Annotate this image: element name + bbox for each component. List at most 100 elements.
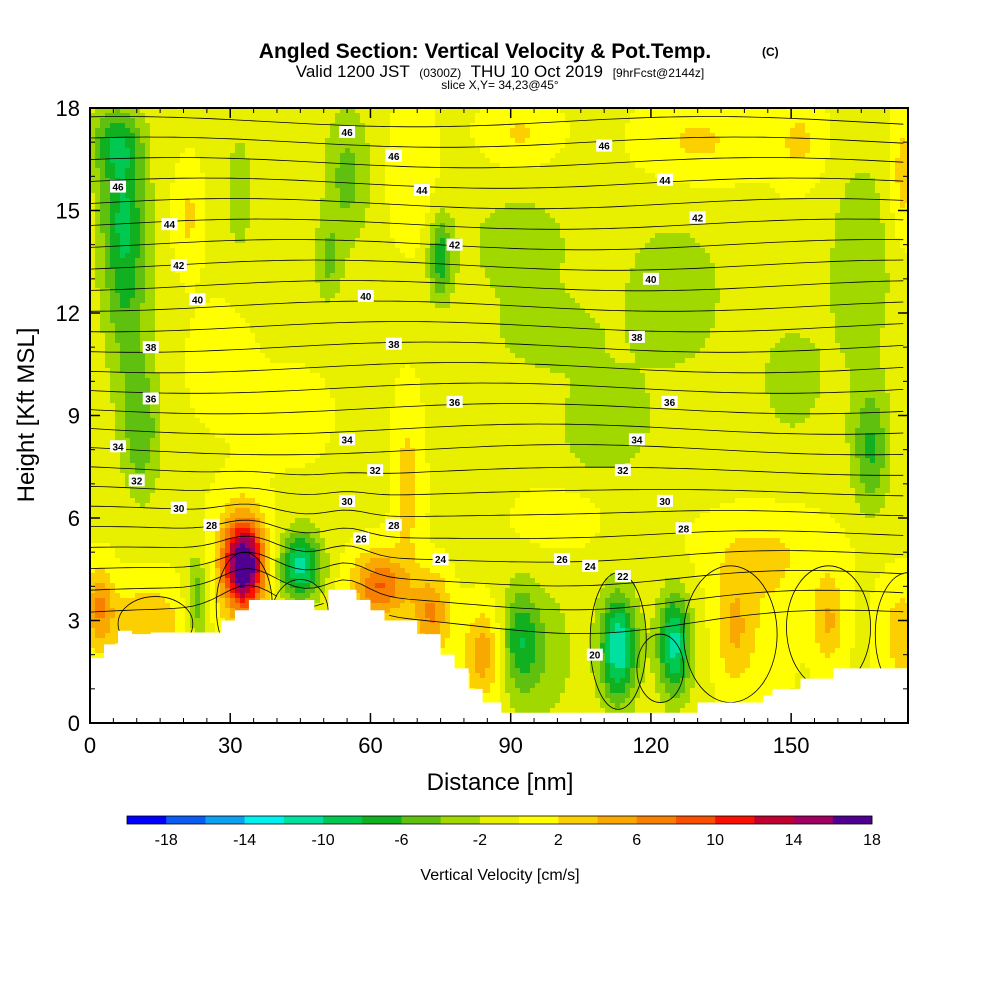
velocity-cell [175, 138, 181, 144]
velocity-cell [505, 148, 511, 154]
velocity-cell [90, 248, 96, 254]
velocity-cell [770, 203, 776, 209]
velocity-cell [660, 168, 666, 174]
velocity-cell [665, 168, 671, 174]
velocity-cell [150, 173, 156, 179]
velocity-cell [395, 253, 401, 259]
velocity-cell [905, 238, 908, 244]
velocity-cell [150, 123, 156, 129]
velocity-cell [415, 223, 421, 229]
velocity-cell [525, 163, 531, 169]
velocity-cell [670, 208, 676, 214]
velocity-cell [190, 248, 196, 254]
velocity-cell [280, 203, 286, 209]
velocity-cell [235, 248, 241, 254]
velocity-cell [220, 158, 226, 164]
velocity-cell [710, 253, 716, 259]
velocity-cell [310, 198, 316, 204]
velocity-cell [875, 193, 881, 199]
velocity-cell [395, 168, 401, 174]
velocity-cell [725, 233, 731, 239]
velocity-cell [265, 188, 271, 194]
velocity-cell [200, 148, 206, 154]
velocity-cell [195, 223, 201, 229]
velocity-cell [550, 158, 556, 164]
velocity-cell [380, 168, 386, 174]
velocity-cell [885, 168, 891, 174]
velocity-cell [855, 133, 861, 139]
velocity-cell [705, 233, 711, 239]
velocity-cell [435, 153, 441, 159]
velocity-cell [105, 198, 111, 204]
velocity-field [90, 108, 908, 723]
velocity-cell [425, 238, 431, 244]
velocity-cell [425, 223, 431, 229]
velocity-cell [665, 153, 671, 159]
velocity-cell [190, 223, 196, 229]
velocity-cell [165, 168, 171, 174]
velocity-cell [440, 173, 446, 179]
velocity-cell [690, 188, 696, 194]
velocity-cell [255, 153, 261, 159]
velocity-cell [730, 248, 736, 254]
velocity-cell [125, 138, 131, 144]
velocity-cell [230, 163, 236, 169]
velocity-cell [170, 198, 176, 204]
velocity-cell [625, 213, 631, 219]
velocity-cell [830, 198, 836, 204]
velocity-cell [425, 233, 431, 239]
velocity-cell [415, 138, 421, 144]
velocity-cell [240, 208, 246, 214]
velocity-cell [210, 173, 216, 179]
velocity-cell [430, 203, 436, 209]
velocity-cell [660, 158, 666, 164]
velocity-cell [640, 208, 646, 214]
velocity-cell [650, 148, 656, 154]
velocity-cell [565, 223, 571, 229]
velocity-cell [325, 163, 331, 169]
velocity-cell [385, 123, 391, 129]
velocity-cell [595, 153, 601, 159]
velocity-cell [740, 233, 746, 239]
velocity-cell [460, 178, 466, 184]
velocity-cell [755, 228, 761, 234]
velocity-cell [705, 163, 711, 169]
velocity-cell [625, 183, 631, 189]
velocity-cell [380, 203, 386, 209]
velocity-cell [810, 223, 816, 229]
velocity-cell [895, 183, 901, 189]
velocity-cell [435, 113, 441, 119]
velocity-cell [270, 183, 276, 189]
velocity-cell [815, 153, 821, 159]
velocity-cell [350, 208, 356, 214]
velocity-cell [675, 153, 681, 159]
velocity-cell [485, 213, 491, 219]
velocity-cell [120, 173, 126, 179]
velocity-cell [330, 163, 336, 169]
velocity-cell [285, 208, 291, 214]
velocity-cell [755, 188, 761, 194]
velocity-cell [235, 253, 241, 259]
velocity-cell [305, 228, 311, 234]
velocity-cell [410, 193, 416, 199]
velocity-cell [815, 118, 821, 124]
velocity-cell [100, 213, 106, 219]
velocity-cell [480, 223, 486, 229]
velocity-cell [830, 188, 836, 194]
velocity-cell [205, 248, 211, 254]
velocity-cell [770, 148, 776, 154]
velocity-cell [240, 253, 246, 259]
velocity-cell [430, 153, 436, 159]
velocity-cell [660, 203, 666, 209]
velocity-cell [835, 183, 841, 189]
velocity-cell [240, 128, 246, 134]
velocity-cell [480, 153, 486, 159]
velocity-cell [595, 238, 601, 244]
velocity-cell [95, 138, 101, 144]
velocity-cell [470, 208, 476, 214]
velocity-cell [460, 118, 466, 124]
velocity-cell [690, 143, 696, 149]
velocity-cell [290, 108, 296, 114]
velocity-cell [280, 183, 286, 189]
velocity-cell [115, 168, 121, 174]
